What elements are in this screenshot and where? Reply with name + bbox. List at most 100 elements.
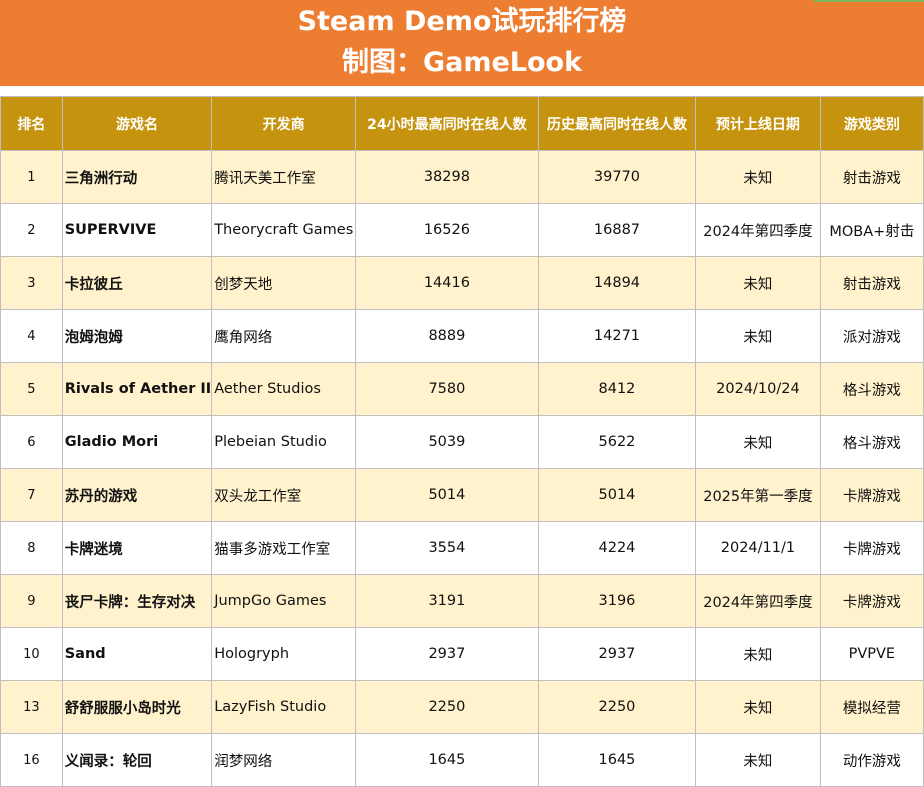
peak-24h-cell: 5039 (355, 415, 539, 469)
peak-24h-cell: 3554 (355, 521, 539, 575)
rank-cell: 13 (0, 680, 63, 734)
game-name-cell: 泡姆泡姆 (61, 309, 213, 363)
peak-all-time-cell: 8412 (537, 362, 697, 416)
release-date-cell: 未知 (695, 680, 821, 734)
peak-all-time-cell: 39770 (537, 150, 697, 204)
table-row: 2 SUPERVIVE Theorycraft Games 16526 16887 202… (0, 203, 924, 257)
peak-24h-cell: 14416 (355, 256, 539, 310)
genre-cell: 动作游戏 (819, 733, 924, 787)
rank-cell: 2 (0, 203, 63, 257)
developer-cell: 腾讯天美工作室 (211, 150, 357, 204)
genre-cell: MOBA+射击 (819, 203, 924, 257)
release-date-cell: 未知 (695, 415, 821, 469)
table-body: 1 三角洲行动 腾讯天美工作室 38298 39770 未知 射击游戏 2 SUPERVIVE T… (0, 150, 924, 787)
peak-24h-cell: 2937 (355, 627, 539, 681)
peak-all-time-cell: 3196 (537, 574, 697, 628)
table-row: 5 Rivals of Aether II Aether Studios 7580 84… (0, 362, 924, 416)
game-name-cell: Rivals of Aether II (61, 362, 213, 416)
table-row: 16 义闻录：轮回 润梦网络 1645 1645 未知 动作游戏 (0, 733, 924, 787)
game-name-cell: SUPERVIVE (61, 203, 213, 257)
release-date-cell: 2024/11/1 (695, 521, 821, 575)
game-name-cell: 舒舒服服小岛时光 (61, 680, 213, 734)
game-name-cell: 三角洲行动 (61, 150, 213, 204)
game-name-cell: 义闻录：轮回 (61, 733, 213, 787)
game-name-cell: 卡拉彼丘 (61, 256, 213, 310)
genre-cell: 射击游戏 (819, 256, 924, 310)
rank-cell: 1 (0, 150, 63, 204)
release-date-cell: 未知 (695, 733, 821, 787)
rank-cell: 10 (0, 627, 63, 681)
header-peak-24h: 24小时最高同时在线人数 (355, 96, 539, 151)
table-row: 9 丧尸卡牌：生存对决 JumpGo Games 3191 3196 2024年第四季度卡… (0, 574, 924, 628)
page-title: Steam Demo试玩排行榜 (297, 6, 627, 37)
release-date-cell: 未知 (695, 309, 821, 363)
ranking-table: 排名 游戏名 开发商 24小时最高同时在线人数 历史最高同时在线人数 预计上线日… (0, 96, 924, 787)
genre-cell: 派对游戏 (819, 309, 924, 363)
peak-24h-cell: 38298 (355, 150, 539, 204)
table-row: 1 三角洲行动 腾讯天美工作室 38298 39770 未知 射击游戏 (0, 150, 924, 204)
release-date-cell: 2024/10/24 (695, 362, 821, 416)
table-row: 3 卡拉彼丘 创梦天地 14416 14894 未知 射击游戏 (0, 256, 924, 310)
rank-cell: 3 (0, 256, 63, 310)
genre-cell: 模拟经营 (819, 680, 924, 734)
genre-cell: 格斗游戏 (819, 415, 924, 469)
banner-gap (0, 86, 924, 96)
header-game-name: 游戏名 (61, 96, 213, 151)
developer-cell: Plebeian Studio (211, 415, 357, 469)
developer-cell: 鹰角网络 (211, 309, 357, 363)
rank-cell: 5 (0, 362, 63, 416)
peak-all-time-cell: 14271 (537, 309, 697, 363)
developer-cell: 猫事多游戏工作室 (211, 521, 357, 575)
genre-cell: 卡牌游戏 (819, 468, 924, 522)
release-date-cell: 未知 (695, 150, 821, 204)
corner-accent (814, 0, 924, 2)
developer-cell: 创梦天地 (211, 256, 357, 310)
game-name-cell: 卡牌迷境 (61, 521, 213, 575)
genre-cell: PVPVE (819, 627, 924, 681)
game-name-cell: Sand (61, 627, 213, 681)
developer-cell: JumpGo Games (211, 574, 357, 628)
genre-cell: 格斗游戏 (819, 362, 924, 416)
header-row: 排名 游戏名 开发商 24小时最高同时在线人数 历史最高同时在线人数 预计上线日… (0, 96, 924, 151)
peak-all-time-cell: 5622 (537, 415, 697, 469)
peak-all-time-cell: 2250 (537, 680, 697, 734)
peak-24h-cell: 3191 (355, 574, 539, 628)
table-row: 7 苏丹的游戏 双头龙工作室 5014 5014 2025年第一季度 卡牌游戏 (0, 468, 924, 522)
game-name-cell: 苏丹的游戏 (61, 468, 213, 522)
header-developer: 开发商 (211, 96, 357, 151)
release-date-cell: 2025年第一季度 (695, 468, 821, 522)
genre-cell: 射击游戏 (819, 150, 924, 204)
peak-all-time-cell: 1645 (537, 733, 697, 787)
page-subtitle: 制图：GameLook (341, 47, 583, 78)
game-name-cell: 丧尸卡牌：生存对决 (61, 574, 213, 628)
peak-all-time-cell: 16887 (537, 203, 697, 257)
title-banner: Steam Demo试玩排行榜 制图：GameLook (0, 0, 924, 86)
release-date-cell: 2024年第四季度 (695, 203, 821, 257)
table-row: 10 Sand Hologryph 2937 2937 未知 PVPVE (0, 627, 924, 681)
header-release-date: 预计上线日期 (695, 96, 821, 151)
rank-cell: 4 (0, 309, 63, 363)
peak-24h-cell: 2250 (355, 680, 539, 734)
header-genre: 游戏类别 (819, 96, 924, 151)
game-name-cell: Gladio Mori (61, 415, 213, 469)
developer-cell: 润梦网络 (211, 733, 357, 787)
peak-all-time-cell: 4224 (537, 521, 697, 575)
developer-cell: Aether Studios (211, 362, 357, 416)
developer-cell: Theorycraft Games (211, 203, 357, 257)
peak-all-time-cell: 14894 (537, 256, 697, 310)
peak-24h-cell: 8889 (355, 309, 539, 363)
rank-cell: 6 (0, 415, 63, 469)
table-row: 13 舒舒服服小岛时光 LazyFish Studio 2250 2250 未知 模拟经营 (0, 680, 924, 734)
release-date-cell: 未知 (695, 256, 821, 310)
peak-24h-cell: 7580 (355, 362, 539, 416)
developer-cell: 双头龙工作室 (211, 468, 357, 522)
genre-cell: 卡牌游戏 (819, 521, 924, 575)
developer-cell: LazyFish Studio (211, 680, 357, 734)
header-peak-all-time: 历史最高同时在线人数 (537, 96, 697, 151)
rank-cell: 16 (0, 733, 63, 787)
release-date-cell: 未知 (695, 627, 821, 681)
rank-cell: 8 (0, 521, 63, 575)
release-date-cell: 2024年第四季度 (695, 574, 821, 628)
peak-24h-cell: 16526 (355, 203, 539, 257)
genre-cell: 卡牌游戏 (819, 574, 924, 628)
